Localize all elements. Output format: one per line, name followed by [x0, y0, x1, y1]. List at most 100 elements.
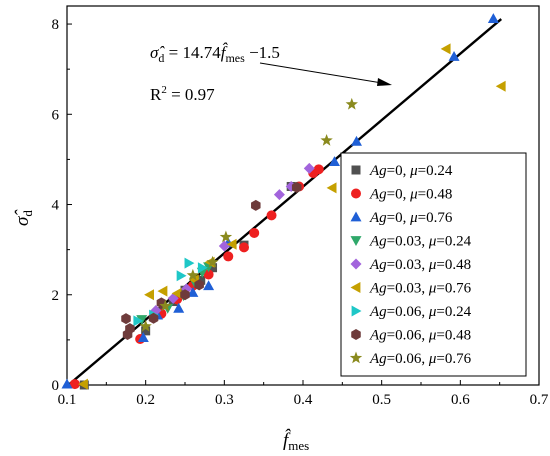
legend-label-part: μ — [428, 257, 437, 273]
y-tick-label: 4 — [52, 198, 60, 214]
r2-label: R — [150, 85, 162, 104]
y-tick-label: 2 — [52, 288, 60, 304]
legend-label-part: =0.24 — [418, 163, 453, 179]
data-point — [139, 319, 152, 332]
legend-label: Ag=0.06, μ=0.48 — [369, 328, 471, 344]
legend-label-part: =0.48 — [436, 257, 471, 273]
data-point — [345, 97, 358, 110]
legend-label-part: =0, — [387, 163, 410, 179]
legend-label-part: =0.06, — [387, 351, 429, 367]
legend-marker — [351, 188, 361, 199]
eq-f-sub: mes — [225, 51, 245, 65]
legend-marker — [350, 211, 362, 222]
data-point — [326, 182, 337, 194]
legend-label: Ag=0, μ=0.48 — [369, 187, 452, 203]
legend-marker — [351, 305, 362, 317]
legend-label: Ag=0.03, μ=0.76 — [369, 281, 472, 297]
legend-label-part: =0.06, — [387, 304, 429, 320]
data-point — [226, 238, 237, 250]
legend-label: Ag=0, μ=0.24 — [369, 163, 453, 179]
data-point — [487, 13, 499, 24]
data-point — [223, 251, 234, 262]
legend-label-part: μ — [409, 210, 418, 226]
axis-ticks — [66, 23, 540, 386]
legend-label: Ag=0, μ=0.76 — [369, 210, 453, 226]
data-point — [171, 287, 182, 299]
eq-mid: = 14.74 — [164, 43, 221, 62]
x-axis-title-base: f̂ — [283, 429, 292, 451]
data-point — [208, 263, 218, 273]
legend-item: Ag=0.03, μ=0.48 — [350, 257, 471, 273]
data-point — [61, 378, 73, 389]
legend-label-part: μ — [428, 351, 437, 367]
data-point — [137, 332, 149, 343]
legend-label-part: μ — [428, 234, 437, 250]
y-tick-labels: 0 2 4 6 8 — [52, 17, 60, 394]
legend-label-part: =0.03, — [387, 234, 429, 250]
eq-f: f̂ — [221, 42, 229, 62]
x-tick-label: 0.1 — [58, 392, 77, 408]
x-tick-label: 0.3 — [215, 392, 234, 408]
data-point — [173, 302, 185, 313]
data-point — [121, 313, 131, 325]
legend-item: Ag=0.06, μ=0.48 — [351, 328, 471, 344]
series-9 — [139, 97, 358, 332]
legend-label-part: Ag — [369, 281, 387, 297]
data-point — [194, 279, 204, 291]
data-point — [144, 289, 154, 301]
x-tick-label: 0.7 — [530, 392, 549, 408]
data-point — [291, 181, 302, 193]
legend-item: Ag=0, μ=0.76 — [350, 210, 453, 226]
legend-marker — [350, 282, 361, 293]
x-axis-title: f̂mes — [283, 429, 309, 453]
data-point — [133, 315, 144, 327]
data-point — [69, 379, 80, 390]
legend-item: Ag=0.06, μ=0.76 — [349, 351, 472, 367]
data-point — [251, 199, 261, 211]
legend-item: Ag=0.03, μ=0.24 — [350, 234, 472, 250]
data-point — [219, 230, 233, 243]
data-point — [203, 269, 214, 280]
data-point — [495, 80, 506, 92]
legend-label-part: =0.03, — [387, 281, 429, 297]
data-point — [187, 287, 199, 297]
legend-label-part: =0.48 — [436, 328, 471, 344]
data-point — [206, 255, 219, 268]
data-point — [448, 51, 460, 61]
legend-item: Ag=0.03, μ=0.76 — [350, 281, 472, 297]
data-point — [197, 262, 208, 274]
annotation-arrow-head — [377, 78, 392, 86]
legend-label-part: Ag — [369, 257, 387, 273]
r2-value: = 0.97 — [167, 85, 215, 104]
data-point — [78, 378, 88, 390]
legend-box — [340, 152, 527, 377]
legend-label-part: Ag — [369, 304, 387, 320]
legend-label-part: μ — [409, 187, 418, 203]
data-point — [184, 257, 195, 269]
legend-label-part: =0.76 — [436, 351, 471, 367]
legend-item: Ag=0, μ=0.24 — [351, 163, 453, 179]
data-point — [203, 280, 215, 291]
fit-equation: σ̂d = 14.74f̂mes −1.5 — [150, 42, 280, 65]
data-point — [273, 189, 285, 201]
legend-label-part: Ag — [369, 163, 387, 179]
legend-label-part: =0.76 — [436, 281, 471, 297]
legend-label-part: Ag — [369, 234, 387, 250]
legend-label-part: μ — [428, 304, 437, 320]
annotation-arrow-line — [259, 62, 383, 84]
y-axis-title-sub: d — [20, 210, 35, 217]
data-point — [350, 135, 362, 146]
data-point — [440, 43, 451, 55]
data-point — [218, 240, 230, 252]
r-squared: R2 = 0.97 — [150, 84, 215, 104]
legend-label-part: Ag — [369, 187, 387, 203]
y-axis-title: σ̂d — [12, 209, 35, 226]
y-tick-label: 8 — [52, 17, 60, 33]
legend-label: Ag=0.06, μ=0.24 — [369, 304, 472, 320]
data-point — [148, 312, 159, 324]
series-5 — [150, 162, 315, 317]
legend-marker — [350, 236, 362, 246]
legend-marker — [350, 258, 362, 270]
data-point — [328, 156, 340, 167]
